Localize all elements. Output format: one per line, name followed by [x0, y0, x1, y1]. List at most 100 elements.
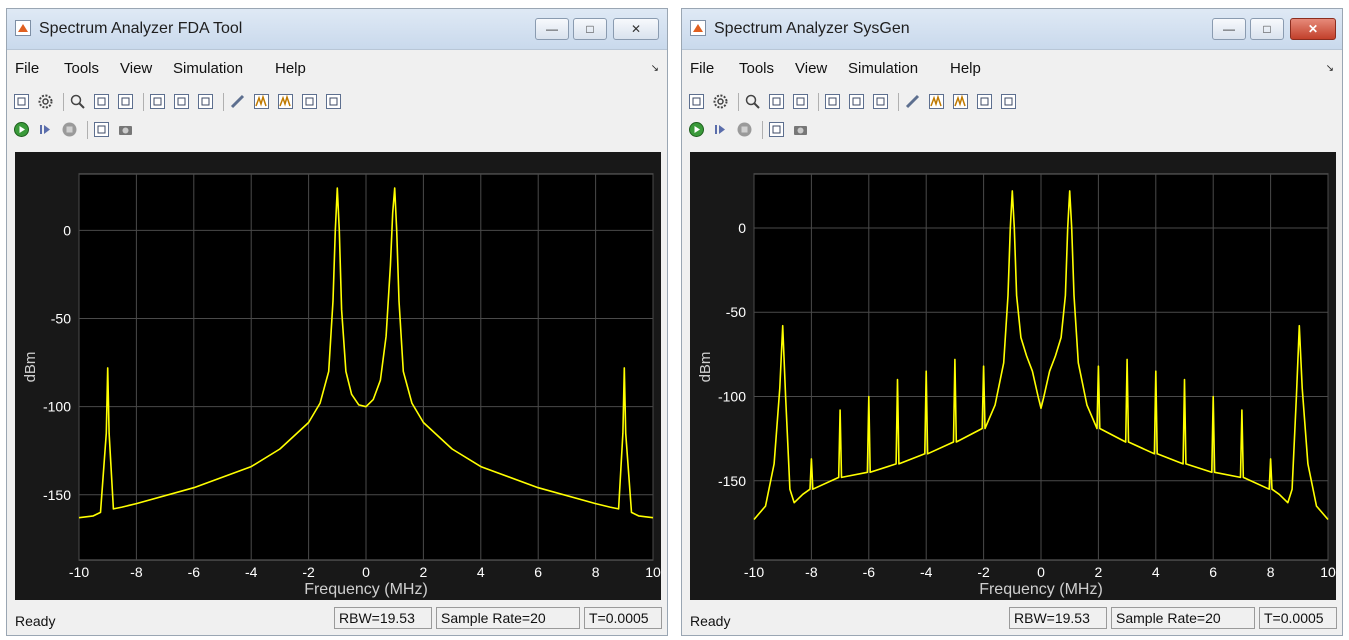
zoom-in-icon[interactable]: [744, 93, 761, 110]
title-bar[interactable]: Spectrum Analyzer SysGen — □ ✕: [682, 9, 1342, 50]
close-button[interactable]: ✕: [613, 18, 659, 40]
menu-view[interactable]: View: [120, 60, 153, 77]
toolbar-row-1: [686, 91, 1338, 115]
menu-help[interactable]: Help: [275, 60, 306, 77]
menu-view[interactable]: View: [795, 60, 828, 77]
y-tick-label: -50: [726, 304, 746, 320]
menu-simulation[interactable]: Simulation: [173, 60, 244, 77]
y-tick-label: -150: [43, 487, 71, 503]
stop-icon[interactable]: [61, 121, 78, 138]
peak-finder-icon[interactable]: [253, 93, 270, 110]
status-bar: Ready RBW=19.53 Sample Rate=20 T=0.0005: [7, 605, 667, 635]
x-tick-label: -6: [188, 564, 201, 580]
channel-measurements-icon[interactable]: [277, 93, 294, 110]
measure-icon[interactable]: [229, 93, 246, 110]
spectrum-plot[interactable]: -10 -8 -6 -4 -2 0 2 4 6 8 10 0 -50 -100 -150 Frequency …: [690, 152, 1336, 600]
run-icon[interactable]: [688, 121, 705, 138]
toolbar-separator: [738, 93, 739, 111]
y-tick-label: -100: [718, 388, 746, 404]
highlight-simulink-icon[interactable]: [768, 121, 785, 138]
x-axis-label: Frequency (MHz): [304, 581, 428, 598]
snapshot-icon[interactable]: [117, 121, 134, 138]
toolbar-separator: [143, 93, 144, 111]
x-tick-label: 6: [1209, 564, 1217, 580]
menu-collapse-icon[interactable]: ↘: [650, 63, 659, 74]
stop-icon[interactable]: [736, 121, 753, 138]
ccdf-icon[interactable]: [325, 93, 342, 110]
maximize-button[interactable]: □: [573, 18, 607, 40]
snapshot-icon[interactable]: [792, 121, 809, 138]
zoom-y-icon[interactable]: [792, 93, 809, 110]
x-tick-label: 10: [645, 564, 661, 580]
pan-horizontal-icon[interactable]: [824, 93, 841, 110]
x-tick-label: -8: [130, 564, 143, 580]
y-tick-label: -100: [43, 399, 71, 415]
toolbar-separator: [898, 93, 899, 111]
menu-simulation[interactable]: Simulation: [848, 60, 919, 77]
gear-icon[interactable]: [712, 93, 729, 110]
toolbar-separator: [223, 93, 224, 111]
zoom-x-icon[interactable]: [93, 93, 110, 110]
status-time: T=0.0005: [1259, 607, 1337, 629]
close-button[interactable]: ✕: [1290, 18, 1336, 40]
y-axis-label: dBm: [697, 352, 714, 383]
maximize-button[interactable]: □: [1250, 18, 1284, 40]
spectrum-plot[interactable]: -10 -8 -6 -4 -2 0 2 4 6 8 10 0 -50 -100 -150 Frequency …: [15, 152, 661, 600]
menu-collapse-icon[interactable]: ↘: [1325, 63, 1334, 74]
x-tick-label: 4: [1152, 564, 1160, 580]
fit-to-view-icon[interactable]: [197, 93, 214, 110]
x-axis-label: Frequency (MHz): [979, 581, 1103, 598]
zoom-y-icon[interactable]: [117, 93, 134, 110]
y-axis-label: dBm: [22, 352, 39, 383]
status-sample-rate: Sample Rate=20: [1111, 607, 1255, 629]
title-bar[interactable]: Spectrum Analyzer FDA Tool — □ ✕: [7, 9, 667, 50]
x-tick-label: 0: [1037, 564, 1045, 580]
fit-to-view-icon[interactable]: [872, 93, 889, 110]
ccdf-icon[interactable]: [1000, 93, 1017, 110]
step-icon[interactable]: [37, 121, 54, 138]
peak-finder-icon[interactable]: [928, 93, 945, 110]
matlab-app-icon: [15, 20, 31, 36]
step-icon[interactable]: [712, 121, 729, 138]
distortion-icon[interactable]: [301, 93, 318, 110]
status-rbw: RBW=19.53: [334, 607, 432, 629]
status-bar: Ready RBW=19.53 Sample Rate=20 T=0.0005: [682, 605, 1342, 635]
x-tick-label: -2: [977, 564, 990, 580]
menu-tools[interactable]: Tools: [739, 60, 775, 77]
settings-icon[interactable]: [688, 93, 705, 110]
menu-file[interactable]: File: [690, 60, 715, 77]
status-sample-rate: Sample Rate=20: [436, 607, 580, 629]
x-tick-label: 8: [1267, 564, 1275, 580]
toolbar-row-1: [11, 91, 663, 115]
pan-vertical-icon[interactable]: [848, 93, 865, 110]
x-tick-label: -10: [744, 564, 764, 580]
menu-bar: File Tools View Simulation Help ↘: [7, 57, 667, 81]
distortion-icon[interactable]: [976, 93, 993, 110]
spectrum-analyzer-fda-window: Spectrum Analyzer FDA Tool — □ ✕ File To…: [6, 8, 668, 636]
menu-tools[interactable]: Tools: [64, 60, 100, 77]
window-title: Spectrum Analyzer SysGen: [714, 20, 910, 37]
run-icon[interactable]: [13, 121, 30, 138]
x-tick-label: 10: [1320, 564, 1336, 580]
zoom-in-icon[interactable]: [69, 93, 86, 110]
menu-bar: File Tools View Simulation Help ↘: [682, 57, 1342, 81]
y-tick-label: -50: [51, 311, 71, 327]
x-tick-label: -6: [863, 564, 876, 580]
menu-file[interactable]: File: [15, 60, 40, 77]
pan-vertical-icon[interactable]: [173, 93, 190, 110]
minimize-button[interactable]: —: [535, 18, 569, 40]
minimize-button[interactable]: —: [1212, 18, 1246, 40]
settings-icon[interactable]: [13, 93, 30, 110]
channel-measurements-icon[interactable]: [952, 93, 969, 110]
spectrum-chart: -10 -8 -6 -4 -2 0 2 4 6 8 10 0 -50 -100 -150 Frequency …: [697, 173, 1336, 598]
highlight-simulink-icon[interactable]: [93, 121, 110, 138]
spectrum-trace: [753, 190, 1329, 521]
menu-help[interactable]: Help: [950, 60, 981, 77]
gear-icon[interactable]: [37, 93, 54, 110]
window-title: Spectrum Analyzer FDA Tool: [39, 20, 243, 37]
toolbar-separator: [762, 121, 763, 139]
zoom-x-icon[interactable]: [768, 93, 785, 110]
pan-horizontal-icon[interactable]: [149, 93, 166, 110]
toolbar-row-2: [686, 119, 1338, 143]
measure-icon[interactable]: [904, 93, 921, 110]
